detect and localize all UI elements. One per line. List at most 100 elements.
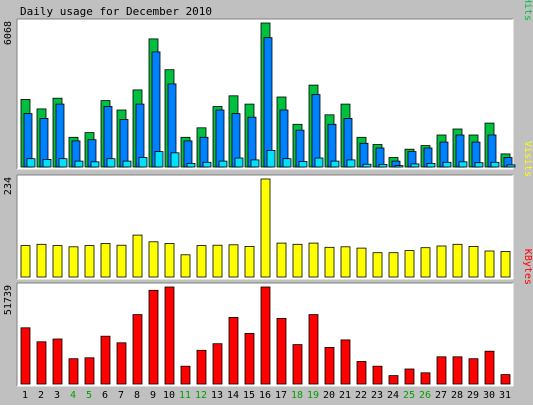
bar-kbytes-day-19 (308, 314, 319, 385)
bar-kbytes-day-7 (116, 342, 127, 385)
bar-pages-day-3 (58, 158, 68, 168)
day-label-9: 9 (150, 390, 156, 401)
bar-pages-day-18 (298, 161, 308, 168)
day-label-19: 19 (307, 390, 319, 401)
bar-visits-day-10 (164, 243, 175, 278)
bar-pages-day-19 (314, 157, 324, 168)
bar-pages-day-7 (122, 160, 132, 168)
bar-kbytes-day-26 (420, 372, 431, 385)
bar-visits-day-20 (324, 246, 335, 278)
day-label-26: 26 (419, 390, 431, 401)
bar-kbytes-day-18 (292, 344, 303, 385)
bar-pages-day-25 (410, 163, 420, 168)
bar-visits-day-3 (52, 245, 63, 278)
bar-visits-day-19 (308, 242, 319, 278)
bar-visits-day-25 (404, 250, 415, 278)
day-label-21: 21 (339, 390, 351, 401)
bar-kbytes-day-24 (388, 375, 399, 385)
bar-files-day-16 (263, 37, 273, 168)
bar-pages-day-16 (266, 149, 276, 168)
bar-kbytes-day-8 (132, 314, 143, 385)
bar-kbytes-day-14 (228, 316, 239, 385)
bar-pages-day-29 (474, 162, 484, 168)
bar-visits-day-24 (388, 252, 399, 278)
day-label-30: 30 (483, 390, 495, 401)
bar-visits-day-27 (436, 245, 447, 278)
day-label-5: 5 (86, 390, 92, 401)
bar-pages-day-10 (170, 152, 180, 168)
day-label-18: 18 (291, 390, 303, 401)
bar-kbytes-day-17 (276, 317, 287, 385)
day-label-24: 24 (387, 390, 399, 401)
bar-pages-day-23 (378, 163, 388, 168)
bar-kbytes-day-2 (36, 341, 47, 385)
bar-pages-day-14 (234, 157, 244, 168)
bar-files-day-20 (327, 123, 337, 168)
bar-pages-day-1 (26, 158, 36, 168)
bar-kbytes-day-6 (100, 335, 111, 385)
bar-pages-day-4 (74, 160, 84, 168)
bar-kbytes-day-29 (468, 358, 479, 385)
day-label-11: 11 (179, 390, 191, 401)
bar-visits-day-14 (228, 244, 239, 278)
bar-pages-day-6 (106, 158, 116, 168)
bar-visits-day-18 (292, 243, 303, 278)
bar-visits-day-17 (276, 242, 287, 278)
bar-pages-day-27 (442, 161, 452, 168)
bar-pages-day-28 (458, 161, 468, 168)
day-label-22: 22 (355, 390, 367, 401)
bar-kbytes-day-30 (484, 350, 495, 385)
bar-pages-day-17 (282, 158, 292, 168)
bar-visits-day-23 (372, 252, 383, 278)
bar-files-day-19 (311, 94, 321, 168)
day-label-29: 29 (467, 390, 479, 401)
bar-files-day-7 (119, 119, 129, 168)
day-label-25: 25 (403, 390, 415, 401)
bar-kbytes-day-5 (84, 357, 95, 385)
bar-visits-day-22 (356, 247, 367, 278)
bar-pages-day-11 (186, 162, 196, 168)
bar-visits-day-5 (84, 245, 95, 278)
day-label-31: 31 (499, 390, 511, 401)
bar-visits-day-13 (212, 244, 223, 278)
bar-pages-day-15 (250, 159, 260, 168)
bar-visits-day-6 (100, 243, 111, 278)
bar-pages-day-8 (138, 157, 148, 168)
bar-visits-day-26 (420, 247, 431, 278)
bar-kbytes-day-15 (244, 332, 255, 385)
bar-kbytes-day-25 (404, 368, 415, 385)
day-label-8: 8 (134, 390, 140, 401)
bar-kbytes-day-23 (372, 365, 383, 385)
bar-visits-day-29 (468, 245, 479, 278)
bar-kbytes-day-12 (196, 349, 207, 385)
bar-kbytes-day-20 (324, 346, 335, 385)
panel-usage-max-label: 6068 (3, 21, 14, 45)
bar-kbytes-day-27 (436, 356, 447, 385)
chart-title: Daily usage for December 2010 (20, 5, 212, 18)
bar-pages-day-26 (426, 162, 436, 168)
day-label-3: 3 (54, 390, 60, 401)
bar-visits-day-4 (68, 246, 79, 278)
day-label-27: 27 (435, 390, 447, 401)
bar-visits-day-11 (180, 254, 191, 278)
panel-kbytes-legend: KBytes (522, 249, 533, 285)
bar-kbytes-day-13 (212, 343, 223, 385)
panel-kbytes-max-label: 51739 (3, 285, 14, 315)
day-label-1: 1 (22, 390, 28, 401)
bar-kbytes-day-21 (340, 339, 351, 385)
panel-usage-legend: Pages/Files/Hits (522, 0, 533, 21)
bar-files-day-6 (103, 106, 113, 168)
bar-pages-day-12 (202, 161, 212, 168)
bar-visits-day-7 (116, 244, 127, 278)
bar-files-day-9 (151, 51, 161, 168)
bar-kbytes-day-16 (260, 286, 271, 385)
bar-visits-day-1 (20, 245, 31, 278)
bar-visits-day-15 (244, 245, 255, 278)
bar-kbytes-day-11 (180, 365, 191, 385)
panel-visits-max-label: 234 (3, 177, 14, 195)
bar-pages-day-5 (90, 161, 100, 168)
bar-files-day-13 (215, 109, 225, 168)
day-label-10: 10 (163, 390, 175, 401)
day-label-20: 20 (323, 390, 335, 401)
